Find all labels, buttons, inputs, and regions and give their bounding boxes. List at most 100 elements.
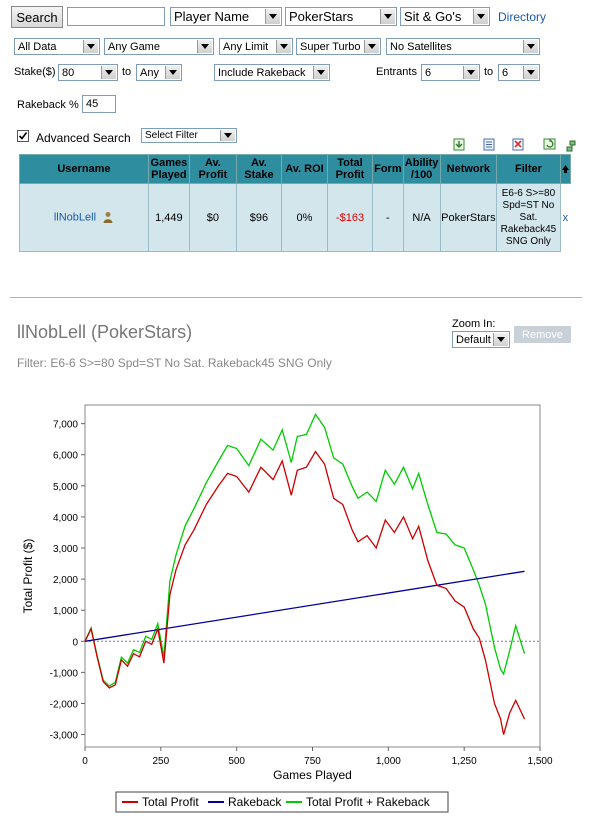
chevron-down-icon bbox=[220, 130, 235, 141]
zoom-label: Zoom In: bbox=[452, 318, 496, 330]
table-row[interactable]: llNobLell 1,449 $0 $96 0% -$163 - N/A Po… bbox=[19, 183, 572, 252]
y-tick-label: 1,000 bbox=[53, 606, 78, 617]
select-filter-select[interactable]: Select Filter bbox=[141, 128, 237, 143]
y-tick-label: 7,000 bbox=[53, 420, 78, 431]
search-field-value: Player Name bbox=[174, 9, 250, 24]
rakeback-pct-input[interactable]: 45 bbox=[82, 95, 116, 113]
entrants-max-select[interactable]: 6 bbox=[498, 64, 540, 81]
col-form[interactable]: Form bbox=[372, 154, 404, 184]
search-input[interactable] bbox=[67, 7, 165, 26]
chevron-down-icon bbox=[364, 40, 379, 53]
stake-to-label: to bbox=[122, 66, 132, 78]
game-select[interactable]: Any Game bbox=[104, 38, 214, 55]
username-link[interactable]: llNobLell bbox=[53, 211, 97, 224]
legend-label: Rakeback bbox=[228, 795, 282, 809]
delete-icon[interactable] bbox=[511, 137, 525, 151]
print-icon[interactable] bbox=[482, 137, 496, 151]
cell-remove[interactable]: x bbox=[559, 183, 572, 252]
chevron-down-icon bbox=[463, 66, 478, 79]
col-avg-profit[interactable]: Av. Profit bbox=[188, 154, 237, 184]
cell-username[interactable]: llNobLell bbox=[19, 183, 149, 252]
chart-legend: Total Profit Rakeback Total Profit + Rakeb… bbox=[115, 791, 449, 813]
col-username[interactable]: Username bbox=[19, 154, 149, 184]
site-value: PokerStars bbox=[289, 9, 354, 24]
cell-games-played: 1,449 bbox=[147, 183, 190, 252]
col-sort[interactable] bbox=[559, 154, 572, 184]
col-avg-roi[interactable]: Av. ROI bbox=[280, 154, 328, 184]
col-filter[interactable]: Filter bbox=[496, 154, 561, 184]
data-value: All Data bbox=[18, 40, 57, 53]
col-ability[interactable]: Ability /100 bbox=[402, 154, 441, 184]
profile-title: llNobLell (PokerStars) bbox=[17, 322, 193, 342]
rakeback-option-value: Include Rakeback bbox=[218, 66, 306, 79]
chevron-down-icon bbox=[197, 40, 212, 53]
divider bbox=[10, 297, 582, 298]
game-value: Any Game bbox=[108, 40, 160, 53]
rakeback-option-select[interactable]: Include Rakeback bbox=[214, 64, 330, 81]
filter-line: Rakeback45 bbox=[500, 223, 557, 235]
entrants-to-label: to bbox=[484, 66, 494, 78]
chevron-down-icon bbox=[380, 9, 395, 24]
x-tick-label: 500 bbox=[228, 756, 245, 767]
remove-button[interactable]: Remove bbox=[514, 326, 571, 343]
chevron-down-icon bbox=[523, 66, 538, 79]
filter-line: SNG Only bbox=[505, 235, 551, 247]
zoom-value: Default bbox=[456, 333, 491, 346]
player-icon bbox=[103, 212, 113, 223]
search-button[interactable]: Search bbox=[11, 6, 63, 28]
table-header-row: Username Games Played Av. Profit Av. Sta… bbox=[19, 154, 572, 184]
col-games-played[interactable]: Games Played bbox=[147, 154, 190, 184]
filter-line: Spd=ST No bbox=[502, 199, 555, 211]
profile-filter-line: Filter: E6-6 S>=80 Spd=ST No Sat. Rakeba… bbox=[17, 356, 332, 370]
col-network[interactable]: Network bbox=[439, 154, 498, 184]
legend-box bbox=[115, 791, 449, 813]
stake-label: Stake($) bbox=[14, 66, 56, 78]
x-tick-label: 1,500 bbox=[527, 756, 552, 767]
stake-max-value: Any bbox=[140, 66, 159, 79]
stake-max-select[interactable]: Any bbox=[136, 64, 182, 81]
chevron-down-icon bbox=[265, 9, 280, 24]
satellites-value: No Satellites bbox=[390, 40, 452, 53]
export-icon[interactable] bbox=[452, 137, 466, 151]
select-filter-value: Select Filter bbox=[145, 130, 198, 141]
legend-label: Total Profit bbox=[142, 795, 199, 809]
game-type-select[interactable]: Sit & Go's bbox=[400, 7, 490, 26]
limit-select[interactable]: Any Limit bbox=[219, 38, 293, 55]
filter-line: E6-6 S>=80 bbox=[501, 187, 556, 199]
network-icon[interactable] bbox=[566, 140, 578, 152]
axis-ticks: -3,000 -2,000 -1,000 0 1,000 2,000 3,000 4,000 5… bbox=[50, 420, 553, 767]
x-tick-label: 1,000 bbox=[376, 756, 401, 767]
x-tick-label: 250 bbox=[152, 756, 169, 767]
plot-area bbox=[84, 404, 541, 748]
satellites-select[interactable]: No Satellites bbox=[386, 38, 540, 55]
advanced-search-checkbox[interactable] bbox=[17, 130, 29, 142]
speed-select[interactable]: Super Turbo bbox=[296, 38, 381, 55]
cell-form: - bbox=[372, 183, 404, 252]
arrow-up-icon bbox=[561, 165, 569, 173]
legend-label: Total Profit + Rakeback bbox=[306, 795, 431, 809]
directory-link[interactable]: Directory bbox=[498, 10, 547, 24]
y-tick-label: 4,000 bbox=[53, 513, 78, 524]
entrants-min-select[interactable]: 6 bbox=[421, 64, 480, 81]
refresh-icon[interactable] bbox=[543, 137, 557, 151]
series-lines bbox=[84, 412, 526, 735]
chevron-down-icon bbox=[523, 40, 538, 53]
y-tick-label: 6,000 bbox=[53, 451, 78, 462]
y-tick-label: -3,000 bbox=[50, 731, 79, 742]
site-select[interactable]: PokerStars bbox=[285, 7, 397, 26]
data-select[interactable]: All Data bbox=[14, 38, 100, 55]
x-tick-label: 750 bbox=[304, 756, 321, 767]
y-tick-label: 0 bbox=[72, 637, 78, 648]
stake-min-value: 80 bbox=[62, 66, 75, 79]
results-table: Username Games Played Av. Profit Av. Sta… bbox=[19, 154, 572, 252]
entrants-max-value: 6 bbox=[502, 66, 509, 79]
zoom-select[interactable]: Default bbox=[452, 331, 510, 348]
stake-min-select[interactable]: 80 bbox=[58, 64, 118, 81]
remove-row-link[interactable]: x bbox=[562, 211, 569, 224]
col-avg-stake[interactable]: Av. Stake bbox=[235, 154, 282, 184]
checkmark-icon bbox=[18, 132, 28, 140]
series-line-0 bbox=[84, 450, 526, 735]
y-tick-label: 2,000 bbox=[53, 575, 78, 586]
col-total-profit[interactable]: Total Profit bbox=[326, 154, 374, 184]
search-field-select[interactable]: Player Name bbox=[170, 7, 282, 26]
